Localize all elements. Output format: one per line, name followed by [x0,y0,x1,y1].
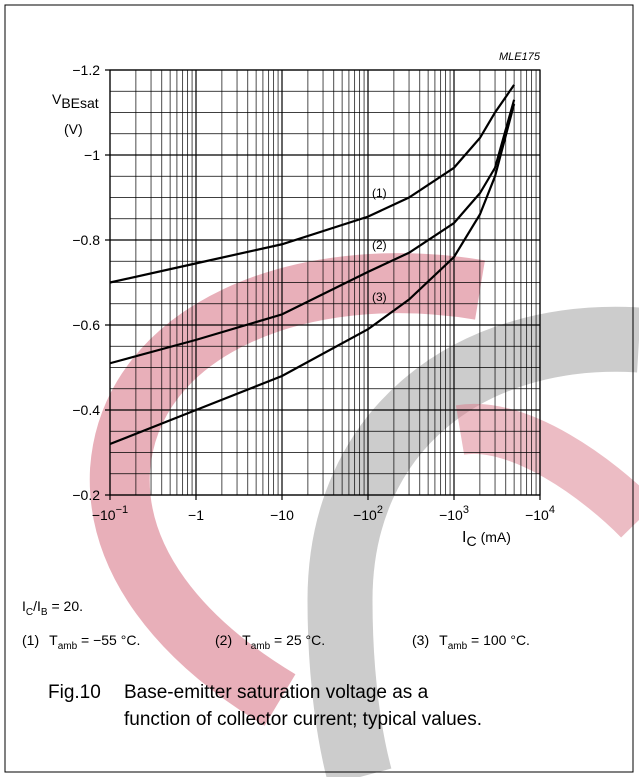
x-tick-base: −1 [188,507,204,523]
series-label: (1) [372,186,387,200]
note-sub: amb [57,640,78,652]
x-tick-base: −10 [525,507,549,523]
note-text: = 100 °C. [467,632,530,648]
figure-code: MLE175 [499,51,541,63]
y-tick-label: −0.8 [72,232,100,248]
x-tick-base: −10 [439,507,463,523]
note-label: (2) [215,632,233,648]
x-tick-label: −104 [525,504,555,523]
note: (2) Tamb = 25 °C. [215,632,325,652]
x-axis-symbol: I [462,529,466,546]
note-sub: amb [250,640,271,652]
y-tick-label: −0.4 [72,402,100,418]
cond-a: I [22,598,26,614]
note-sub: amb [447,640,468,652]
cond-a-sub: C [25,606,34,618]
caption-line: function of collector current; typical v… [124,709,483,730]
note-symbol: T [242,632,251,648]
x-tick-exponent: 4 [549,504,555,516]
series-label: (2) [372,238,387,252]
note-label: (3) [412,632,430,648]
note-symbol: T [49,632,58,648]
note-label: (1) [22,632,40,648]
x-tick-label: −1 [188,507,204,523]
y-tick-label: −0.2 [72,487,100,503]
caption-line: Base-emitter saturation voltage as a [124,682,429,703]
x-axis-unit: (mA) [481,529,511,545]
note-symbol: T [439,632,448,648]
frame [4,4,634,773]
caption-label: Fig.10 [48,682,101,703]
x-tick-exponent: 3 [463,504,469,516]
x-tick-label: −10−1 [92,504,128,523]
x-tick-base: −10 [92,507,116,523]
y-tick-label: −1 [84,147,100,163]
note: (1) Tamb = −55 °C. [22,632,140,652]
y-axis-sub: BEsat [61,95,98,111]
series-line [109,99,516,365]
y-axis-unit: (V) [64,121,83,137]
series-line [109,84,516,284]
x-tick-base: −10 [353,507,377,523]
series-label: (3) [372,290,387,304]
condition: IC/IB = 20. [22,598,83,618]
x-axis-sub: C [466,533,476,549]
y-axis-label: VBEsat [52,91,99,111]
y-tick-label: −0.6 [72,317,100,333]
note-text: = 25 °C. [270,632,326,648]
x-tick-exponent: −1 [116,504,129,516]
x-tick-label: −103 [439,504,469,523]
note: (3) Tamb = 100 °C. [412,632,530,652]
note-text: = −55 °C. [77,632,141,648]
series-line [109,103,516,446]
y-axis-symbol: V [52,91,62,107]
x-axis-label: IC (mA) [462,529,511,549]
x-tick-exponent: 2 [377,504,383,516]
cond-text: = 20. [47,598,83,614]
y-tick-label: −1.2 [72,62,100,78]
x-tick-label: −10 [270,507,294,523]
x-tick-label: −102 [353,504,383,523]
cond-b: /I [33,598,41,614]
cond-b-sub: B [40,606,48,618]
x-tick-base: −10 [270,507,294,523]
